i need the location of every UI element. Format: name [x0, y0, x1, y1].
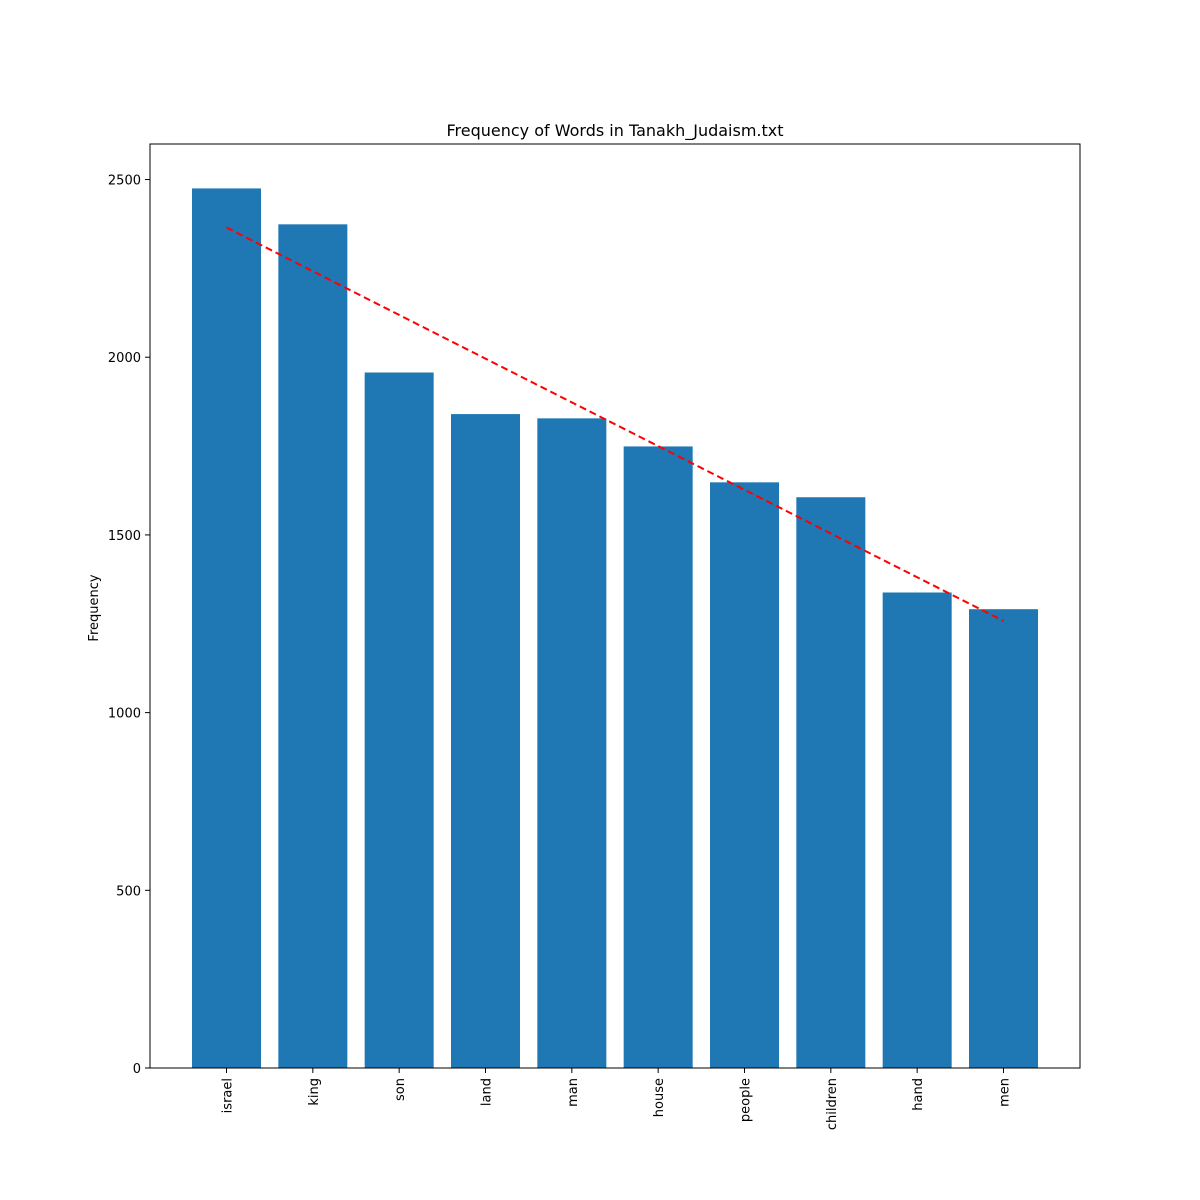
chart-title: Frequency of Words in Tanakh_Judaism.txt — [446, 121, 783, 141]
x-tick-label-king: king — [307, 1078, 322, 1106]
x-tick-label-house: house — [652, 1078, 667, 1117]
x-tick-label-men: men — [998, 1078, 1013, 1107]
y-tick-label: 2500 — [108, 174, 141, 189]
plot-frame — [149, 143, 1081, 1069]
bar-israel — [192, 188, 261, 1069]
bar-people — [710, 482, 779, 1069]
x-tick-label-son: son — [393, 1078, 408, 1101]
x-tick-label-israel: israel — [221, 1078, 236, 1113]
y-tick-label: 2000 — [108, 351, 141, 366]
bar-children — [796, 497, 866, 1068]
y-tick-label: 0 — [133, 1062, 141, 1077]
bar-hand — [882, 592, 952, 1068]
y-axis-label: Frequency — [87, 574, 102, 641]
bar-men — [969, 609, 1038, 1068]
x-tick-label-children: children — [825, 1078, 840, 1130]
bar-son — [364, 372, 434, 1068]
plot-area: 0 500 1000 1500 2000 2500 israel king son land man… — [108, 174, 1038, 1130]
y-tick-label: 1500 — [108, 529, 141, 544]
bar-land — [451, 414, 520, 1069]
x-tick-label-hand: hand — [911, 1078, 926, 1111]
y-tick-label: 500 — [116, 884, 141, 899]
bar-king — [278, 224, 348, 1068]
bar-house — [623, 446, 693, 1068]
x-tick-label-land: land — [480, 1078, 495, 1106]
trend-line — [226, 226, 1004, 622]
y-tick-label: 1000 — [108, 707, 141, 722]
x-tick-label-man: man — [566, 1078, 581, 1107]
x-tick-label-people: people — [739, 1078, 754, 1122]
bar-man — [537, 418, 607, 1068]
